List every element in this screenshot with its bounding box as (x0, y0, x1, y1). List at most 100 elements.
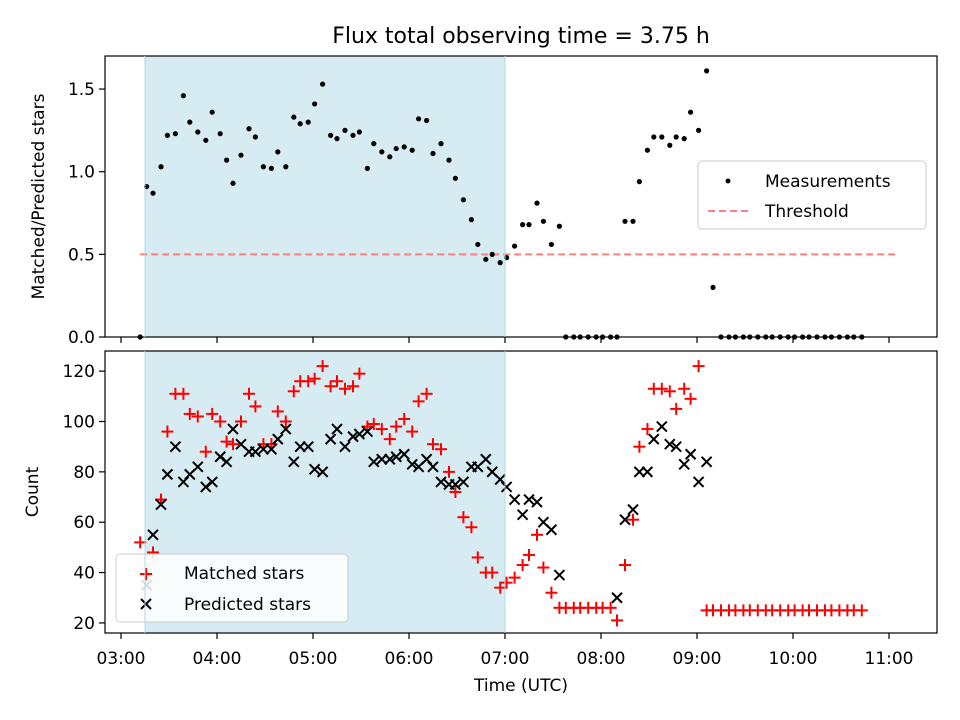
measurement-point (238, 152, 244, 158)
matched-star-point (537, 561, 550, 574)
matched-star-point (287, 385, 300, 398)
measurement-point (710, 284, 716, 291)
matched-star-point (465, 521, 478, 534)
measurement-point (452, 175, 458, 181)
legend-matched-marker (140, 568, 152, 580)
ratio-legend-box (697, 160, 927, 230)
matched-star-point (545, 586, 558, 599)
measurement-point (468, 217, 474, 223)
predicted-star-point (347, 430, 359, 443)
measurement-point (430, 150, 436, 157)
measurement-point (158, 164, 164, 170)
predicted-star-point (220, 456, 233, 468)
matched-star-point (347, 380, 359, 393)
x-tick-label: 04:00 (193, 649, 242, 669)
matched-star-point (627, 513, 639, 526)
predicted-star-point (398, 448, 410, 460)
measurement-point (291, 114, 297, 120)
measurement-point (364, 165, 370, 171)
matched-star-point (177, 387, 190, 400)
predicted-star-point (384, 453, 396, 465)
measurement-point (446, 157, 452, 163)
measurement-point (673, 134, 679, 140)
ratio-legend: Measurements Threshold (697, 160, 927, 230)
predicted-star-point (500, 481, 513, 493)
legend-predicted-label: Predicted stars (184, 595, 311, 615)
predicted-star-point (331, 423, 343, 435)
count-y-ticks: 20 40 60 80 100 120 (63, 362, 105, 634)
measurement-point (489, 251, 495, 257)
measurement-point (275, 149, 281, 155)
predicted-star-point (516, 508, 529, 521)
measurement-point (416, 116, 422, 122)
matched-star-point (331, 375, 343, 388)
matched-star-point (457, 511, 470, 524)
y-tick-label: 20 (73, 614, 95, 634)
measurement-point (438, 141, 444, 147)
legend-threshold-label: Threshold (764, 202, 849, 222)
predicted-star-point (206, 476, 218, 488)
predicted-star-point (249, 446, 262, 458)
measurement-point (630, 218, 636, 224)
count-legend: Matched stars Predicted stars (115, 553, 349, 623)
predicted-star-point (272, 433, 284, 445)
predicted-star-point (161, 468, 174, 481)
x-tick-label: 09:00 (673, 649, 722, 669)
matched-star-point (302, 375, 315, 388)
measurement-point (334, 136, 340, 142)
matched-star-point (383, 433, 396, 446)
measurement-point (401, 144, 407, 150)
matched-star-point (271, 405, 284, 418)
legend-measurements-label: Measurements (765, 172, 891, 192)
matched-star-point (663, 385, 676, 398)
predicted-star-point (435, 476, 447, 488)
measurement-point (379, 149, 385, 155)
measurement-point (460, 197, 466, 203)
y-tick-label: 40 (73, 564, 95, 584)
measurement-point (164, 132, 170, 138)
ratio-x-ticks (120, 337, 890, 343)
count-legend-box (115, 553, 349, 623)
matched-star-point (398, 412, 411, 425)
matched-star-point (183, 407, 196, 420)
measurement-point (224, 157, 230, 163)
measurement-point (681, 136, 687, 142)
matched-star-point (684, 392, 697, 405)
matched-star-point (486, 566, 499, 579)
predicted-star-point (192, 461, 204, 473)
predicted-star-point (700, 456, 713, 468)
matched-star-point (412, 395, 425, 408)
y-tick-label: 80 (73, 463, 95, 483)
y-tick-label: 100 (63, 413, 95, 433)
matched-star-point (353, 367, 366, 380)
measurement-point (172, 131, 178, 137)
ratio-panel-frame (104, 55, 938, 338)
measurement-point (283, 164, 289, 170)
matched-stars-series (134, 360, 868, 627)
predicted-star-point (692, 476, 705, 488)
measurement-point (659, 134, 665, 140)
measurement-point (520, 222, 526, 228)
x-tick-label: 11:00 (865, 649, 914, 669)
matched-star-point (611, 614, 623, 627)
matched-star-point (214, 415, 227, 428)
measurement-point (260, 164, 266, 170)
matched-star-point (161, 425, 174, 438)
predicted-star-point (523, 493, 535, 506)
count-x-ticks: 03:00 04:00 05:00 06:00 07:00 08:00 09:00 10:00… (97, 633, 914, 669)
matched-star-point (641, 423, 654, 436)
matched-star-point (199, 445, 212, 458)
matched-star-point (855, 604, 868, 617)
measurement-point (180, 93, 186, 99)
measurement-point (622, 218, 628, 224)
predicted-star-point (656, 420, 668, 433)
measurement-point (644, 147, 651, 153)
matched-star-point (670, 402, 683, 415)
x-tick-label: 06:00 (385, 649, 434, 669)
matched-star-point (619, 559, 631, 572)
matched-star-point (427, 438, 439, 451)
predicted-star-point (316, 466, 329, 478)
matched-star-point (390, 420, 403, 433)
measurement-point (297, 121, 303, 127)
matched-star-point (134, 536, 147, 549)
